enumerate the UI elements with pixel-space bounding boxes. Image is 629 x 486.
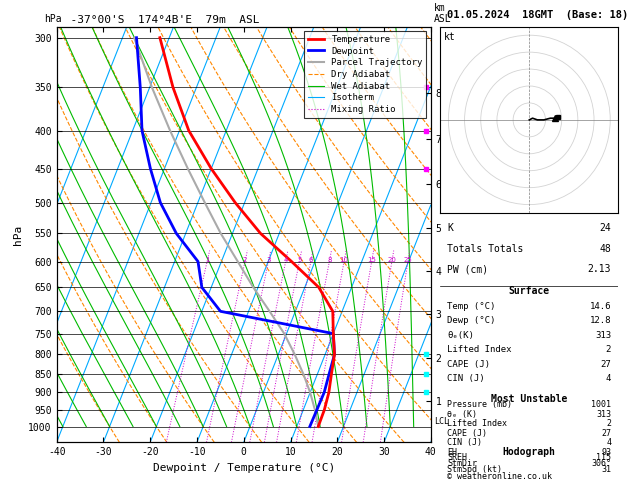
Text: SREH: SREH: [447, 453, 467, 462]
Text: 25: 25: [404, 257, 412, 263]
Text: Surface: Surface: [509, 286, 550, 296]
Text: 14.6: 14.6: [589, 302, 611, 311]
Text: 313: 313: [595, 331, 611, 340]
Text: 24: 24: [599, 223, 611, 233]
Text: θₑ (K): θₑ (K): [447, 410, 477, 419]
Text: -37°00'S  174°4B'E  79m  ASL: -37°00'S 174°4B'E 79m ASL: [57, 15, 259, 25]
Text: 27: 27: [601, 429, 611, 438]
Text: EH: EH: [447, 448, 457, 456]
Text: 2: 2: [606, 419, 611, 428]
Text: Dewp (°C): Dewp (°C): [447, 316, 496, 325]
Text: CIN (J): CIN (J): [447, 438, 482, 447]
Text: 3: 3: [266, 257, 270, 263]
Text: CAPE (J): CAPE (J): [447, 429, 487, 438]
Text: 20: 20: [387, 257, 396, 263]
Text: 2: 2: [606, 345, 611, 354]
Text: 48: 48: [599, 244, 611, 254]
Text: Most Unstable: Most Unstable: [491, 395, 567, 404]
Text: 93: 93: [601, 448, 611, 456]
Text: Hodograph: Hodograph: [503, 447, 556, 457]
Text: 5: 5: [297, 257, 301, 263]
Text: kt: kt: [444, 33, 455, 42]
X-axis label: Dewpoint / Temperature (°C): Dewpoint / Temperature (°C): [153, 463, 335, 473]
Text: 2: 2: [243, 257, 247, 263]
Text: 4: 4: [284, 257, 288, 263]
Text: Pressure (mb): Pressure (mb): [447, 400, 513, 409]
Legend: Temperature, Dewpoint, Parcel Trajectory, Dry Adiabat, Wet Adiabat, Isotherm, Mi: Temperature, Dewpoint, Parcel Trajectory…: [304, 31, 426, 118]
Y-axis label: hPa: hPa: [13, 225, 23, 244]
Text: 4: 4: [606, 374, 611, 383]
Text: 1: 1: [205, 257, 209, 263]
Text: Lifted Index: Lifted Index: [447, 419, 508, 428]
Text: 115: 115: [596, 453, 611, 462]
Text: 27: 27: [601, 360, 611, 368]
Text: Lifted Index: Lifted Index: [447, 345, 512, 354]
Text: 12.8: 12.8: [589, 316, 611, 325]
Text: Temp (°C): Temp (°C): [447, 302, 496, 311]
Text: PW (cm): PW (cm): [447, 264, 489, 275]
Text: km
ASL: km ASL: [434, 3, 452, 24]
Text: K: K: [447, 223, 454, 233]
Text: LCL: LCL: [435, 417, 450, 426]
Text: 313: 313: [596, 410, 611, 419]
Text: hPa: hPa: [44, 14, 62, 24]
Text: 8: 8: [327, 257, 331, 263]
Text: 306°: 306°: [591, 459, 611, 468]
Text: © weatheronline.co.uk: © weatheronline.co.uk: [447, 472, 552, 481]
Text: CIN (J): CIN (J): [447, 374, 485, 383]
Text: 4: 4: [606, 438, 611, 447]
Text: 2.13: 2.13: [587, 264, 611, 275]
Text: 31: 31: [601, 465, 611, 474]
Text: θₑ(K): θₑ(K): [447, 331, 474, 340]
Text: Totals Totals: Totals Totals: [447, 244, 524, 254]
Text: 01.05.2024  18GMT  (Base: 18): 01.05.2024 18GMT (Base: 18): [447, 10, 628, 20]
Text: 6: 6: [309, 257, 313, 263]
Text: StmDir: StmDir: [447, 459, 477, 468]
Text: 10: 10: [340, 257, 348, 263]
Text: 15: 15: [367, 257, 376, 263]
Text: 1001: 1001: [591, 400, 611, 409]
Text: CAPE (J): CAPE (J): [447, 360, 491, 368]
Text: StmSpd (kt): StmSpd (kt): [447, 465, 503, 474]
